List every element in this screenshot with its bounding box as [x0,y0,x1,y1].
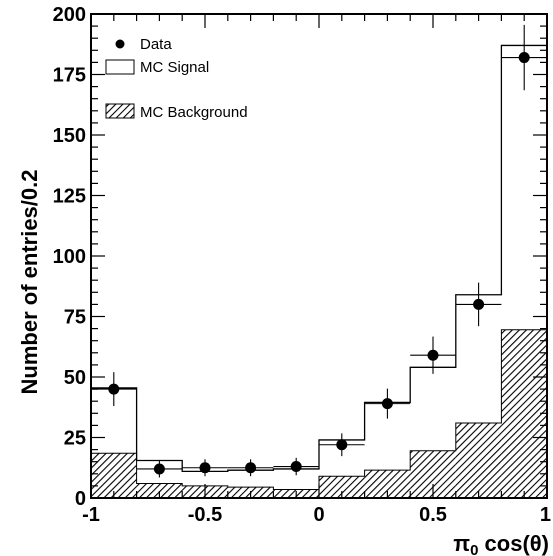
mc-background-bar [136,483,183,498]
y-tick-label: 125 [53,186,86,208]
y-tick-label: 75 [64,307,86,329]
y-tick-label: 200 [53,4,86,26]
legend-label-mc-signal: MC Signal [140,59,209,76]
tick-labels: -1 -0.5 0 0.5 1 0 25 50 75 100 125 150 175 200 [53,4,551,526]
data-point [518,52,530,64]
data-point [427,349,439,361]
data-point [153,463,165,475]
legend-marker-data [115,39,125,49]
axis-ticks [90,13,548,499]
data-point [245,462,257,474]
data-point [199,462,211,474]
x-tick-label: 1 [540,504,551,526]
data-point [290,461,302,473]
x-tick-label: 0.5 [419,504,447,526]
y-tick-label: 0 [75,488,86,510]
legend: Data MC Signal MC Background [105,36,248,121]
data-points-layer [91,24,547,478]
data-point [336,439,348,451]
y-tick-label: 25 [64,428,86,450]
x-tick-label: 0 [313,504,324,526]
legend-marker-mc-signal [105,59,135,75]
legend-label-data: Data [140,36,172,53]
data-point [381,398,393,410]
x-tick-label: -1 [82,504,100,526]
legend-marker-mc-background [105,103,135,119]
y-tick-label: 175 [53,65,86,87]
y-tick-label: 100 [53,246,86,268]
mc-background-bar [319,476,365,498]
mc-background-bar [501,329,547,498]
data-point [473,298,485,310]
data-point [108,383,120,395]
y-tick-label: 50 [64,367,86,389]
y-tick-label: 150 [53,125,86,147]
legend-label-mc-background: MC Background [140,104,248,121]
mc-background-outline [90,329,548,498]
mc-background-bar [91,453,137,498]
mc-background-bar [455,422,502,498]
x-axis-label: π0 cos(θ) [453,531,549,556]
x-tick-label: -0.5 [188,504,222,526]
y-axis-label: Number of entries/0.2 [17,170,42,395]
